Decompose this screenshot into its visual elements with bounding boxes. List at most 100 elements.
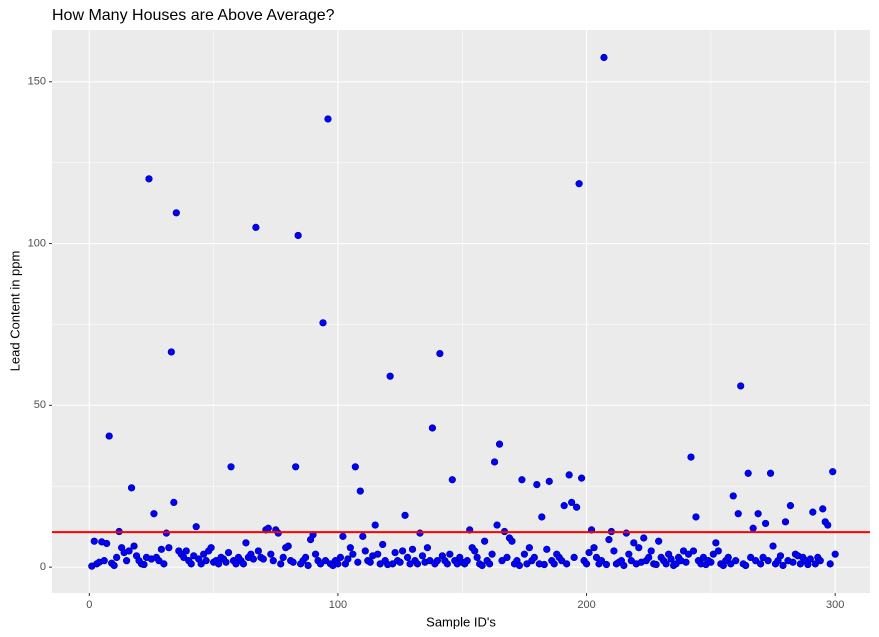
point	[570, 553, 578, 562]
point	[518, 476, 526, 484]
point	[692, 513, 700, 521]
point	[167, 348, 175, 356]
point	[764, 557, 772, 565]
point	[806, 555, 814, 563]
point	[560, 502, 568, 510]
point	[729, 492, 737, 500]
point	[403, 553, 412, 562]
point	[423, 544, 432, 552]
point	[749, 524, 757, 532]
point	[418, 552, 427, 560]
point	[645, 553, 653, 562]
x-axis-title: Sample ID's	[426, 614, 496, 629]
point	[565, 471, 573, 479]
point	[339, 532, 347, 540]
point	[538, 513, 546, 521]
point	[277, 560, 285, 568]
point	[714, 547, 722, 555]
point	[242, 539, 250, 547]
point	[540, 560, 548, 569]
plot-panel	[52, 30, 870, 593]
point	[575, 180, 583, 188]
point	[789, 558, 797, 566]
point	[359, 532, 367, 540]
point	[170, 498, 178, 507]
point	[520, 550, 529, 558]
point	[824, 521, 832, 529]
point	[545, 477, 553, 485]
point	[413, 560, 422, 568]
point	[734, 510, 742, 518]
point	[279, 553, 287, 562]
point	[239, 560, 248, 568]
point	[754, 510, 762, 518]
point	[140, 560, 148, 569]
point	[232, 560, 240, 568]
point	[602, 560, 611, 569]
point	[585, 548, 593, 557]
point	[172, 209, 180, 217]
point	[428, 424, 437, 432]
point	[349, 550, 357, 558]
point	[707, 558, 715, 566]
point	[202, 557, 210, 565]
point	[605, 536, 613, 544]
point	[727, 560, 735, 568]
point	[90, 537, 98, 545]
point	[356, 487, 364, 495]
point	[155, 557, 163, 565]
point	[831, 550, 839, 558]
point	[655, 537, 663, 545]
point	[361, 547, 369, 555]
point	[563, 560, 571, 568]
point	[573, 503, 581, 511]
point	[351, 463, 359, 471]
point	[190, 552, 198, 560]
point	[530, 553, 538, 562]
point	[473, 553, 481, 562]
point	[366, 558, 374, 566]
point	[769, 542, 777, 550]
point	[463, 557, 471, 565]
y-tick-label: 0	[40, 561, 46, 573]
chart-title: How Many Houses are Above Average?	[52, 7, 335, 24]
point	[401, 511, 409, 519]
point	[443, 560, 451, 568]
point	[284, 542, 292, 550]
point	[100, 557, 108, 565]
point	[207, 544, 215, 552]
point	[446, 550, 454, 558]
point	[259, 555, 267, 563]
point	[319, 319, 327, 327]
point	[625, 550, 633, 558]
point	[398, 547, 407, 555]
point	[110, 561, 118, 570]
point	[344, 555, 352, 563]
point	[485, 560, 494, 568]
point	[488, 550, 496, 558]
point	[302, 553, 310, 562]
point	[289, 558, 297, 566]
point	[503, 553, 511, 562]
point	[214, 560, 223, 568]
point	[582, 560, 591, 568]
point	[766, 469, 775, 477]
point	[478, 561, 486, 570]
point	[426, 557, 434, 565]
point	[192, 523, 200, 531]
point	[558, 557, 566, 565]
point	[254, 547, 262, 555]
point	[742, 561, 750, 570]
point	[786, 502, 795, 510]
point	[379, 540, 387, 549]
point	[759, 553, 767, 562]
point	[182, 547, 190, 555]
point	[796, 560, 804, 568]
point	[635, 544, 643, 552]
point	[396, 558, 404, 566]
point	[433, 557, 441, 565]
point	[826, 560, 834, 568]
point	[346, 544, 354, 552]
point	[752, 557, 760, 565]
